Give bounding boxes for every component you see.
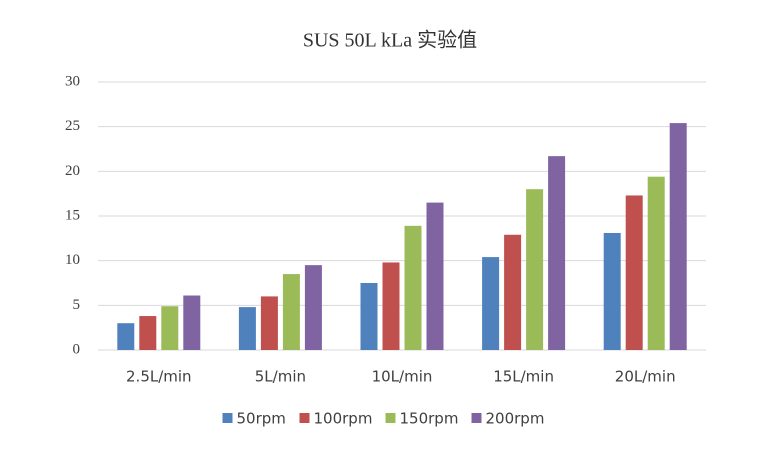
bar <box>625 195 643 350</box>
bar <box>404 225 422 350</box>
x-tick-label: 10L/min <box>372 368 433 386</box>
bar <box>482 257 500 350</box>
y-tick-label: 25 <box>65 118 80 134</box>
bar <box>282 274 300 350</box>
x-tick-label: 20L/min <box>615 368 676 386</box>
y-tick-label: 15 <box>65 207 80 223</box>
bar <box>669 123 687 351</box>
bar <box>382 262 400 350</box>
y-tick-label: 10 <box>65 252 80 268</box>
legend-swatch <box>222 413 233 423</box>
bar <box>183 295 201 350</box>
x-tick-label: 2.5L/min <box>126 368 192 386</box>
bar <box>161 306 179 350</box>
y-tick-label: 30 <box>65 73 80 89</box>
bar <box>603 232 621 350</box>
legend-swatch <box>471 413 482 423</box>
legend-label: 150rpm <box>400 410 459 428</box>
bar <box>117 323 135 350</box>
bar <box>526 189 544 350</box>
bar <box>647 176 665 350</box>
bar <box>139 316 157 350</box>
x-tick-label: 5L/min <box>255 368 306 386</box>
y-tick-label: 5 <box>73 297 81 313</box>
y-tick-label: 20 <box>65 163 80 179</box>
legend-swatch <box>385 413 396 423</box>
legend-label: 50rpm <box>237 410 286 428</box>
legend-swatch <box>299 413 310 423</box>
legend-label: 200rpm <box>486 410 545 428</box>
bar <box>548 156 566 350</box>
bar <box>360 283 378 350</box>
chart-title: SUS 50L kLa 实验值 <box>303 29 477 52</box>
bar <box>504 234 522 350</box>
legend-label: 100rpm <box>314 410 373 428</box>
bar <box>426 202 444 350</box>
bar <box>260 296 278 350</box>
y-tick-label: 0 <box>73 341 81 357</box>
bar <box>304 265 322 350</box>
bar <box>238 307 256 350</box>
x-tick-label: 15L/min <box>493 368 554 386</box>
